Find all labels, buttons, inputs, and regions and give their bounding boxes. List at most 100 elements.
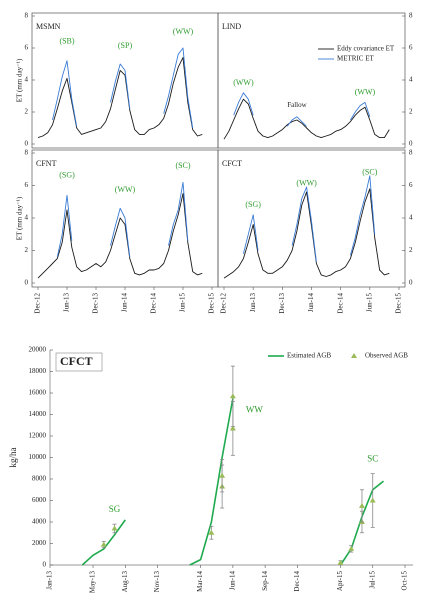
x-tick-label: Apr-15 [336,571,344,592]
observed-point [219,472,226,478]
observed-point [369,497,376,503]
y-tick-label: 18000 [29,367,47,375]
y-tick-label: 6 [409,44,413,52]
annotation: WW [246,404,263,414]
x-tick-label: Jun-14 [307,293,315,313]
x-tick-label: Dec-15 [395,293,403,314]
y-tick-label: 6 [25,44,29,52]
x-tick-label: Jun-13 [63,293,71,313]
x-tick-label: Dec-12 [34,293,42,314]
y-tick-label: 0 [43,561,47,569]
x-tick-label: May-13 [89,571,97,594]
y-tick-label: 4 [409,214,413,222]
y-tick-label: 20000 [29,346,47,354]
y-tick-label: 8 [25,12,29,20]
y-tick-label: 0 [25,140,29,148]
annotation: SC [367,454,378,464]
y-axis-label: ET (mm day⁻¹) [16,196,24,240]
y-tick-label: 0 [409,279,413,287]
x-tick-label: Jul-15 [368,571,376,589]
x-tick-label: Dec-15 [208,293,216,314]
y-tick-label: 8 [25,149,29,157]
y-tick-label: 2 [409,246,413,254]
x-tick-label: Jun-14 [228,571,236,591]
y-tick-label: 4 [409,76,413,84]
x-tick-label: Jun-15 [365,293,373,313]
y-tick-label: 2 [25,108,29,116]
observed-point [111,525,118,531]
y-tick-label: 8 [409,149,413,157]
legend-marker [351,353,357,358]
x-tick-label: Dec-14 [150,293,158,314]
observed-point [229,393,236,399]
annotation: (SB) [59,36,74,45]
annotation: (SG) [59,171,75,180]
x-tick-label: Dec-12 [220,293,228,314]
y-tick-label: 4 [25,76,29,84]
observed-point [337,559,344,565]
observed-point [100,541,107,547]
y-tick-label: 6000 [32,496,47,504]
x-tick-label: Dec-13 [278,293,286,314]
x-tick-label: Dec-14 [336,293,344,314]
series-line [242,175,376,262]
legend-label: Observed AGB [365,352,408,360]
series-line [223,188,390,279]
y-axis-label: kg/ha [8,447,18,467]
y-tick-label: 10000 [29,453,47,461]
y-tick-label: 2000 [32,539,47,547]
series-line [52,47,194,129]
legend-label: METRIC ET [337,55,374,63]
annotation: (SC) [362,167,377,176]
panel-title: CFCT [222,159,242,168]
annotation: (WW) [173,27,194,36]
series-line [223,98,390,140]
x-tick-label: Dec-13 [92,293,100,314]
panel-frame [217,12,406,149]
y-tick-label: 2 [25,246,29,254]
x-tick-label: Jan-13 [46,571,54,590]
x-tick-label: Dec-14 [293,571,301,592]
panel-title: MSMN [36,22,61,31]
series-line [37,193,203,279]
y-tick-label: 6 [25,181,29,189]
y-tick-label: 8 [409,12,413,20]
y-tick-label: 4 [25,214,29,222]
annotation: (SG) [245,200,261,209]
title-box [55,352,103,372]
x-tick-label: Sep-14 [261,571,269,591]
observed-point [229,425,236,431]
x-tick-label: Jun-13 [249,293,257,313]
chart-title: CFCT [60,354,93,368]
y-tick-label: 14000 [29,410,47,418]
annotation: (WW) [296,179,317,188]
x-tick-label: Aug-13 [121,571,129,593]
annotation: SG [109,504,121,514]
observed-point [348,545,355,551]
y-tick-label: 8000 [32,475,47,483]
annotation: Fallow [287,101,307,109]
annotation: (WW) [115,185,136,194]
annotation: (WW) [233,78,254,87]
legend-label: Eddy covariance ET [337,45,395,53]
annotation: (SC) [175,161,190,170]
observed-point [358,502,365,508]
y-tick-label: 16000 [29,389,47,397]
y-axis-label: ET (mm day⁻¹) [16,58,24,102]
panel-title: CFNT [36,159,57,168]
x-tick-label: Oct-15 [401,571,409,591]
x-tick-label: Jun-15 [179,293,187,313]
y-tick-label: 0 [409,140,413,148]
y-tick-label: 4000 [32,518,47,526]
series-line [37,57,203,139]
x-tick-label: Jun-14 [121,293,129,313]
annotation: (SP) [118,41,133,50]
annotation: (WW) [355,88,376,97]
y-tick-label: 2 [409,108,413,116]
y-tick-label: 12000 [29,432,47,440]
x-tick-label: Mar-14 [196,571,204,592]
panel-title: LIND [222,22,241,31]
legend-label: Estimated AGB [287,352,331,360]
